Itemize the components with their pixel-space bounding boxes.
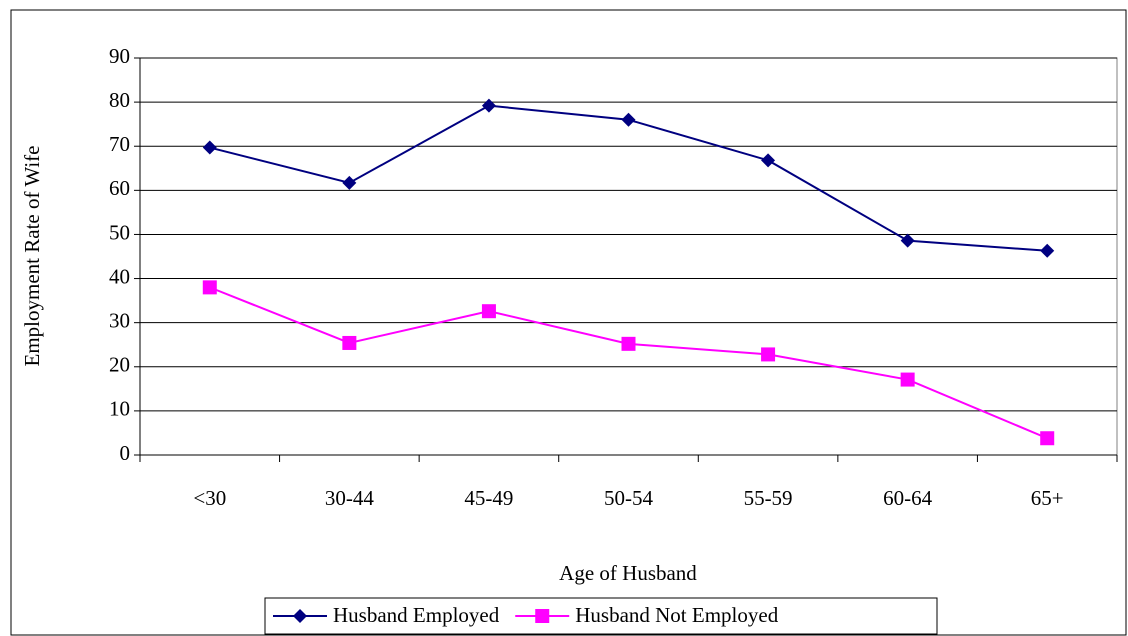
- legend-marker: [293, 609, 307, 623]
- legend-box: [264, 597, 938, 635]
- marker: [900, 233, 915, 248]
- legend-marker: [535, 609, 550, 623]
- marker: [342, 335, 357, 350]
- marker: [202, 140, 217, 155]
- marker: [1040, 243, 1055, 258]
- marker: [900, 372, 915, 387]
- y-tick-label: 50: [109, 220, 130, 244]
- marker: [621, 336, 636, 351]
- marker: [1040, 431, 1055, 446]
- y-tick-label: 60: [109, 176, 130, 200]
- y-tick-label: 20: [109, 353, 130, 377]
- x-tick-label: 60-64: [883, 486, 932, 510]
- x-tick-label: 45-49: [464, 486, 513, 510]
- y-tick-label: 0: [120, 441, 131, 465]
- y-tick-label: 90: [109, 44, 130, 68]
- marker: [761, 153, 776, 168]
- y-axis-label: Employment Rate of Wife: [20, 146, 44, 367]
- x-tick-label: 65+: [1031, 486, 1064, 510]
- marker: [202, 280, 217, 295]
- y-tick-label: 30: [109, 308, 130, 332]
- x-tick-label: 50-54: [604, 486, 653, 510]
- x-tick-label: 55-59: [744, 486, 793, 510]
- x-axis-label: Age of Husband: [559, 561, 697, 585]
- marker: [621, 112, 636, 127]
- marker: [481, 98, 496, 113]
- marker: [481, 304, 496, 319]
- y-tick-label: 80: [109, 88, 130, 112]
- y-tick-label: 40: [109, 264, 130, 288]
- legend-label: Husband Employed: [333, 603, 500, 627]
- y-tick-label: 10: [109, 397, 130, 421]
- marker: [342, 175, 357, 190]
- legend-label: Husband Not Employed: [575, 603, 778, 627]
- x-tick-label: <30: [193, 486, 226, 510]
- marker: [761, 347, 776, 362]
- x-tick-label: 30-44: [325, 486, 374, 510]
- y-tick-label: 70: [109, 132, 130, 156]
